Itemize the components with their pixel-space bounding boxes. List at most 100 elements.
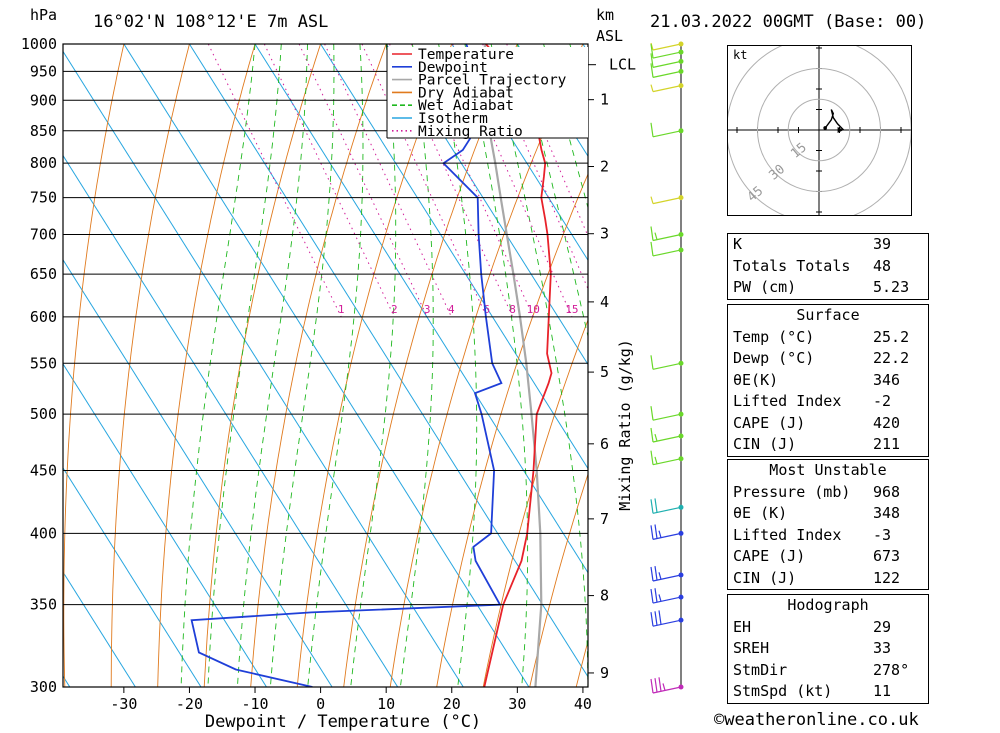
surface-dewp-value: 22.2 [873,349,910,367]
legend-entry: Temperature [418,47,514,63]
wind-barb-feather [650,355,654,370]
wind-barb-shaft [652,60,682,68]
hodo-unit-label: kt [733,48,747,62]
wind-barb-shaft [652,51,682,59]
wind-barb-feather [658,610,662,625]
surface-temp-label: Temp (°C) [733,327,815,346]
legend-entry: Wet Adiabat [418,98,514,114]
wind-barb-feather [650,525,654,540]
wind-barb-shaft [652,362,682,370]
mu-li-label: Lifted Index [733,525,842,544]
mu-cin-value: 122 [873,568,901,587]
hodo-ring [787,98,851,162]
totals-value: 48 [873,256,892,275]
isotherm-line [254,44,588,574]
mixing-ratio-label: 10 [527,303,540,316]
wind-barb-shaft [652,70,682,78]
sreh-label: SREH [733,639,770,657]
sreh-value: 33 [873,639,892,657]
wind-barb-feather [654,524,658,539]
wind-barb [650,427,684,443]
surface-theta-label: θE(K) [733,370,779,389]
pressure-tick-label: 950 [30,62,57,80]
km-tick-label: 3 [600,225,609,243]
wind-barb [650,83,684,93]
mu-cape-label: CAPE (J) [733,547,806,565]
wind-barb-shaft [652,197,682,205]
km-tick-label: 9 [600,664,609,682]
wind-barb [650,122,684,138]
surface-title: Surface [796,306,860,324]
wind-barb-feather [650,241,654,257]
totals-label: Totals Totals [733,256,851,275]
hpa-unit-label: hPa [30,6,58,24]
isotherm-line [123,44,530,687]
mu-cape-value: 673 [873,547,901,565]
mixing-ratio-label: 2 [391,303,398,316]
wind-barb-feather [650,450,654,465]
hodo-ring [757,68,881,192]
km-tick-label: 6 [600,435,609,453]
wind-barb-feather [650,63,654,78]
temperature-tick-label: -10 [241,695,268,713]
mixing-ratio-line [389,44,514,318]
wind-barb-feather [650,122,654,137]
stmdir-value: 278° [873,660,910,679]
pw-label: PW (cm) [733,278,797,296]
temperature-tick-label: 40 [574,695,592,713]
wet-adiabat-line [307,44,364,687]
mu-cin-label: CIN (J) [733,568,797,587]
dry-adiabat-line [110,44,190,687]
mixing-ratio-label: 4 [448,303,455,316]
wet-adiabat-line [236,44,308,687]
legend-box [387,47,588,138]
hodo-title: Hodograph [787,596,869,614]
wind-barb-feather [650,612,654,627]
legend-entry: Parcel Trajectory [418,73,567,89]
wind-barb-feather [650,427,654,443]
wind-barb-shaft [652,249,682,257]
mixing-ratio-line [263,44,395,318]
copyright-link[interactable]: ©weatheronline.co.uk [714,710,919,730]
mu-pressure-label: Pressure (mb) [733,482,851,501]
temperature-tick-label: 10 [377,695,395,713]
pressure-tick-label: 500 [30,405,57,423]
wind-barb [650,566,684,582]
wind-barb-feather [662,683,666,691]
wind-barb-shaft [652,43,682,51]
mu-pressure-value: 968 [873,482,901,501]
isotherm-line [63,466,202,687]
wind-barb-feather [650,566,654,582]
wet-adiabat-line [464,44,529,687]
wind-barb-shaft [652,458,682,466]
wind-barb-feather [650,53,654,68]
wind-barb-feather [650,589,654,604]
mu-theta-label: θE (K) [733,504,788,522]
surface-cin-label: CIN (J) [733,435,797,453]
wind-barb [650,498,684,514]
surface-theta-value: 346 [873,370,901,389]
dry-adiabat-line [203,44,322,687]
wind-barb-feather [654,456,658,465]
isotherm-line [516,44,588,158]
wind-barb-feather [650,678,654,694]
isotherm-line [0,44,4,687]
mu-li-value: -3 [873,525,892,544]
isotherm-line [63,362,267,687]
mixing-ratio-label: 6 [483,303,490,316]
wind-barb-shaft [652,596,682,604]
wind-barb-feather [654,498,658,513]
temperature-tick-label: 20 [443,695,461,713]
legend-entry: Mixing Ratio [418,124,523,140]
mixing-ratio-label: 15 [565,303,578,316]
wind-barb-shaft [652,435,682,443]
wind-barb-feather [654,678,658,693]
km-tick-label: 8 [600,587,609,605]
mixing-ratio-axis-label: Mixing Ratio (g/kg) [616,339,634,511]
hodo-arrow-head [837,127,844,133]
datetime-title: 21.03.2022 00GMT (Base: 00) [650,12,927,32]
hodo-storm-marker [823,126,827,130]
surface-temp-value: 25.2 [873,327,910,346]
